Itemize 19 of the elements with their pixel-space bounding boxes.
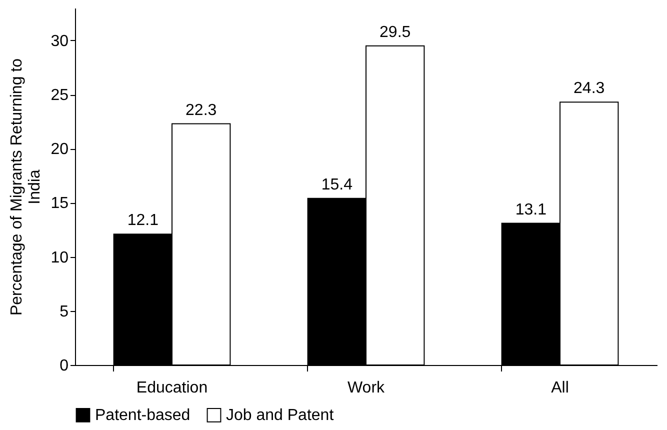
data-label: 29.5	[380, 24, 411, 41]
y-tick-label: 15	[50, 195, 69, 212]
data-label: 24.3	[574, 80, 605, 98]
legend-label: Job and Patent	[226, 407, 334, 424]
x-tick-label: Work	[347, 380, 386, 396]
y-axis-title: Percentage of Migrants Returning to India	[8, 58, 44, 316]
y-tick-label: 30	[50, 32, 69, 50]
y-tick-label: 25	[50, 87, 69, 104]
x-tick-label: All	[551, 380, 569, 396]
data-label: 12.1	[127, 212, 159, 230]
x-tick-label: Education	[136, 380, 208, 396]
data-label: 13.1	[515, 201, 547, 218]
data-label: 22.3	[186, 102, 217, 119]
data-label: 15.4	[321, 176, 353, 194]
y-tick-label: 20	[50, 141, 69, 158]
y-tick-label: 0	[60, 358, 69, 374]
y-tick-label: 10	[50, 249, 69, 266]
legend-label: Patent-based	[95, 407, 190, 424]
y-tick-label: 5	[60, 303, 69, 320]
